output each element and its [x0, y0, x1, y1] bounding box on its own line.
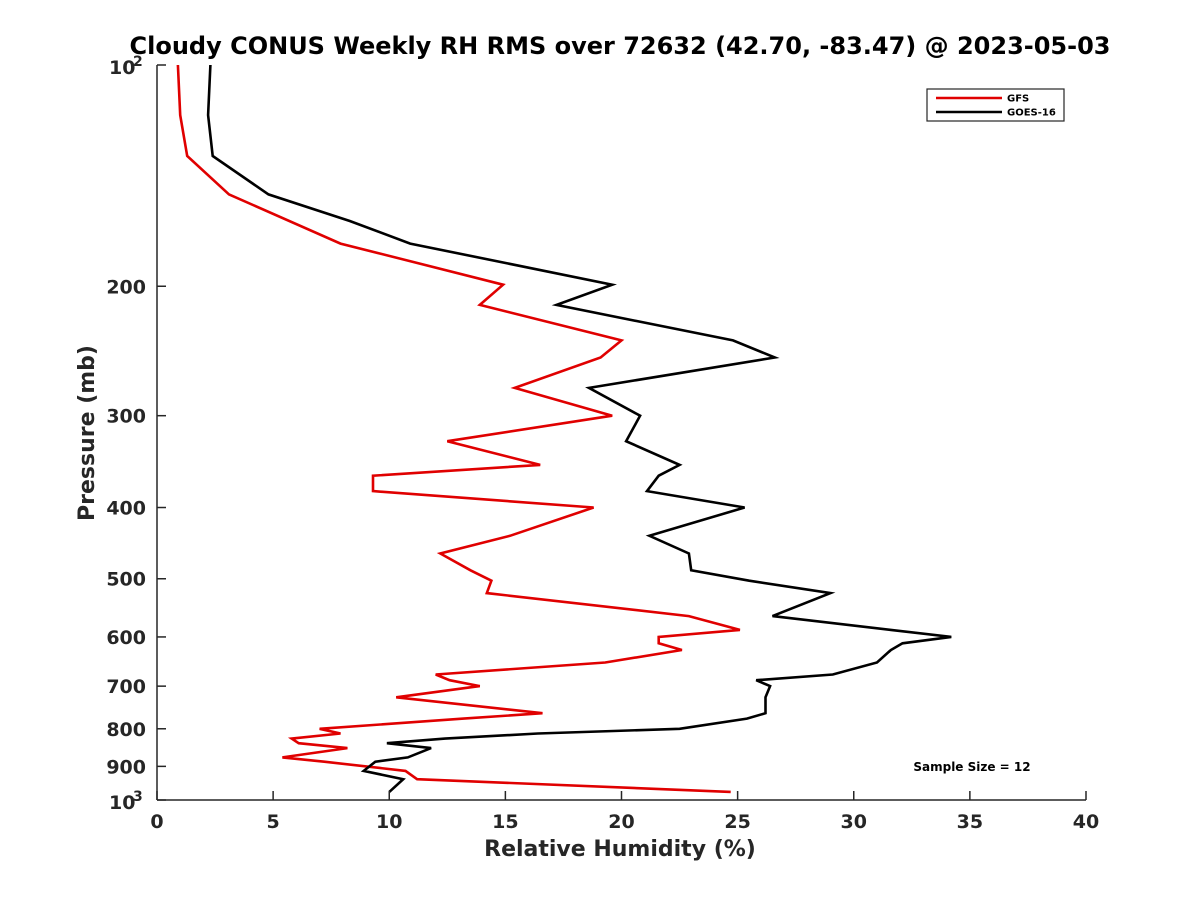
- y-tick-label: 200: [106, 276, 146, 298]
- x-tick-label: 30: [841, 811, 867, 833]
- x-axis-label: Relative Humidity (%): [484, 837, 756, 862]
- y-tick-exponent: 2: [133, 54, 143, 70]
- y-tick-exponent: 3: [133, 789, 143, 805]
- y-tick-label: 700: [106, 676, 146, 698]
- x-tick-label: 20: [608, 811, 634, 833]
- y-tick-label: 600: [106, 627, 146, 649]
- y-tick-label: 900: [106, 756, 146, 778]
- legend: GFS GOES-16: [926, 88, 1065, 122]
- sample-size-annotation: Sample Size = 12: [913, 760, 1030, 774]
- legend-box: [926, 88, 1065, 122]
- series-line-gfs: [176, 64, 741, 794]
- legend-entry: GOES-16: [1007, 108, 1056, 119]
- series-layer: [176, 64, 952, 794]
- x-tick-label: 5: [267, 811, 280, 833]
- series-line-goes-16: [206, 64, 952, 793]
- y-tick-label: 500: [106, 569, 146, 591]
- axes-layer: [156, 65, 1086, 801]
- x-tick-label: 25: [724, 811, 750, 833]
- y-axis-label: Pressure (mb): [75, 345, 100, 521]
- ticks-layer: 0 5 10 15 20 25 30 35 40102200300400500600700800…: [106, 54, 1099, 833]
- y-tick-label: 400: [106, 498, 146, 520]
- x-tick-label: 40: [1073, 811, 1099, 833]
- x-tick-label: 35: [957, 811, 983, 833]
- x-tick-label: 10: [376, 811, 402, 833]
- x-tick-label: 15: [492, 811, 518, 833]
- y-tick-label: 300: [106, 406, 146, 428]
- y-tick-label: 10: [109, 57, 135, 79]
- y-tick-label: 800: [106, 719, 146, 741]
- y-tick-label: 10: [109, 792, 135, 814]
- x-tick-label: 0: [150, 811, 163, 833]
- chart-title: Cloudy CONUS Weekly RH RMS over 72632 (4…: [130, 32, 1111, 60]
- legend-entry: GFS: [1007, 94, 1029, 105]
